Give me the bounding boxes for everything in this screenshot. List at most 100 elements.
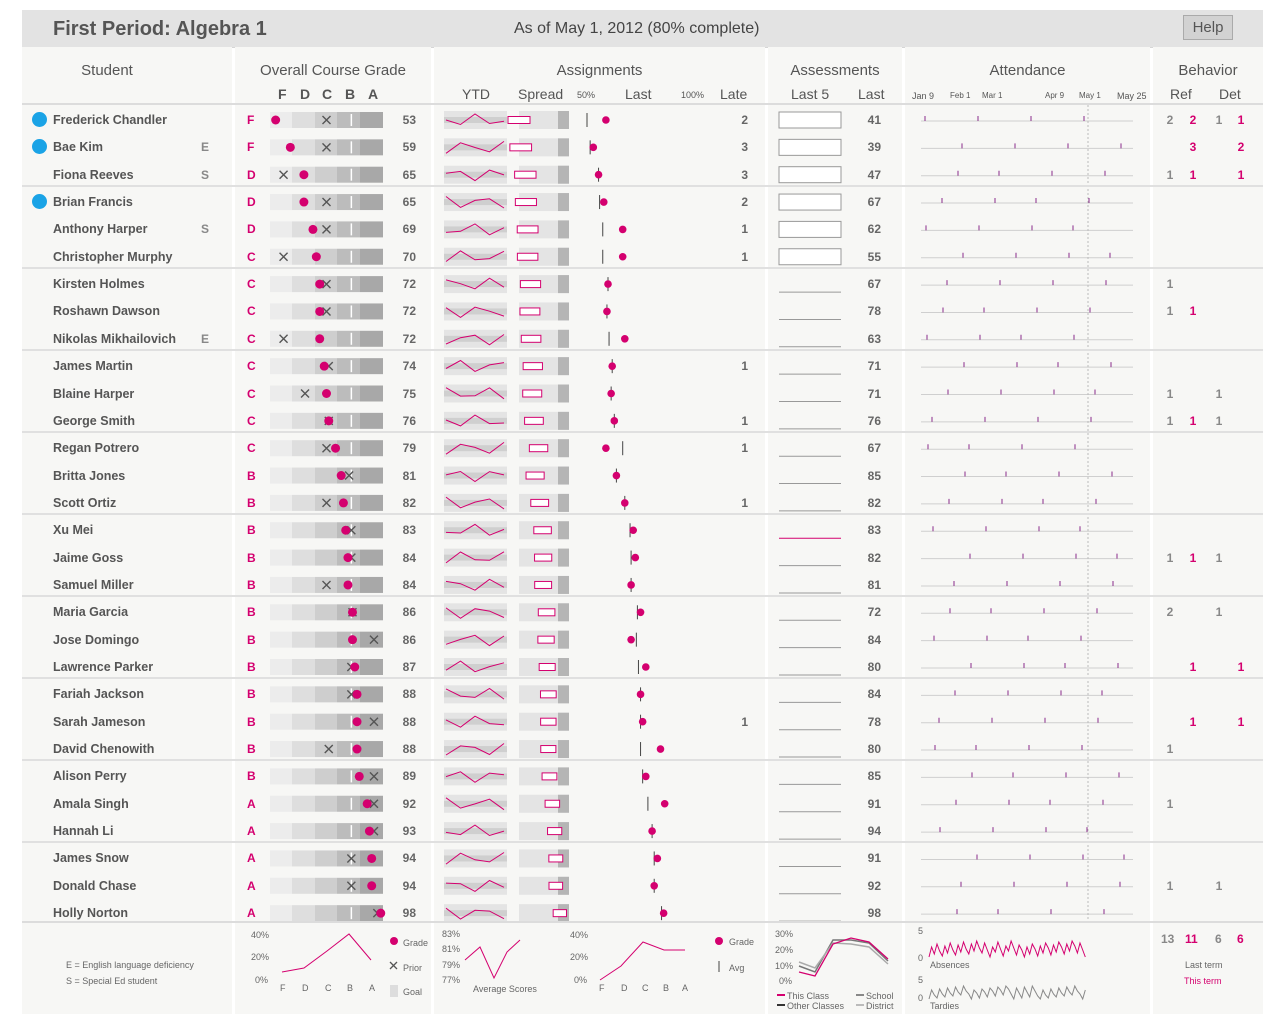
assign-ytd-header: YTD xyxy=(462,86,490,102)
student-flag: E xyxy=(201,140,210,155)
student-name[interactable]: Maria Garcia xyxy=(53,605,129,620)
assessment-last: 91 xyxy=(867,796,881,811)
grade-letter: C xyxy=(247,359,256,374)
assess-legend-other: Other Classes xyxy=(787,1001,845,1011)
det-this-term: 1 xyxy=(1237,660,1245,674)
grade-letter: C xyxy=(247,413,256,428)
student-name[interactable]: James Martin xyxy=(53,359,133,374)
late-count: 2 xyxy=(741,113,748,127)
late-count: 1 xyxy=(741,495,748,510)
assess-legend-district: District xyxy=(866,1001,894,1011)
grade-letter: B xyxy=(247,660,256,674)
grade-foot-c: C xyxy=(325,983,332,993)
assessment-last: 47 xyxy=(867,167,881,182)
ref-this-term: 3 xyxy=(1189,140,1197,155)
bhv-this-term-label: This term xyxy=(1184,976,1222,986)
ref-this-term: 1 xyxy=(1189,167,1197,182)
student-name[interactable]: Alison Perry xyxy=(53,769,127,784)
ref-last-term: 1 xyxy=(1166,304,1174,319)
student-flag: S xyxy=(201,167,210,182)
grade-letter-d: D xyxy=(300,86,311,102)
grade-score: 69 xyxy=(402,222,416,237)
grade-score: 59 xyxy=(402,140,416,155)
ref-last-term: 1 xyxy=(1166,277,1174,292)
student-flag: S xyxy=(201,222,210,237)
attendance-panel xyxy=(905,47,1150,1014)
student-name[interactable]: Samuel Miller xyxy=(53,577,134,592)
det-last-term: 1 xyxy=(1215,413,1223,428)
grade-score: 86 xyxy=(402,632,416,647)
student-name[interactable]: Nikolas Mikhailovich xyxy=(53,331,176,346)
late-count: 3 xyxy=(741,167,748,182)
assessment-last: 85 xyxy=(867,468,881,483)
student-name[interactable]: James Snow xyxy=(53,851,129,866)
attend-tardies-label: Tardies xyxy=(930,1001,960,1011)
student-name[interactable]: David Chenowith xyxy=(53,742,155,757)
student-name[interactable]: Anthony Harper xyxy=(53,222,148,237)
grade-letter-c: C xyxy=(322,86,333,102)
assessment-last: 67 xyxy=(867,195,881,210)
student-name[interactable]: Sarah Jameson xyxy=(53,714,146,729)
grade-legend-goal: Goal xyxy=(403,987,423,997)
assign-dist-f: F xyxy=(599,983,605,993)
assign-dist-b: B xyxy=(663,983,670,993)
grade-legend-grade: Grade xyxy=(403,938,429,948)
det-this-term: 1 xyxy=(1237,714,1245,729)
attend-scale-5b: 5 xyxy=(918,975,924,985)
grade-foot-0: 0% xyxy=(255,975,269,985)
assessment-last: 80 xyxy=(867,660,881,674)
student-name[interactable]: Bae Kim xyxy=(53,140,104,155)
grade-letter: A xyxy=(247,878,256,893)
student-name[interactable]: Fariah Jackson xyxy=(53,687,145,702)
student-name[interactable]: George Smith xyxy=(53,413,135,428)
student-name[interactable]: Britta Jones xyxy=(53,468,126,483)
student-name[interactable]: Jaime Goss xyxy=(53,550,124,565)
attend-date-jan9: Jan 9 xyxy=(912,91,935,101)
help-button[interactable]: Help xyxy=(1183,15,1233,40)
assign-50-label: 50% xyxy=(577,90,596,100)
student-name[interactable]: Xu Mei xyxy=(53,523,94,538)
student-name[interactable]: Regan Potrero xyxy=(53,441,140,456)
assign-legend-grade: Grade xyxy=(729,937,755,947)
student-name[interactable]: Christopher Murphy xyxy=(53,249,173,264)
ref-last-term: 2 xyxy=(1166,113,1174,127)
student-name[interactable]: Scott Ortiz xyxy=(53,495,117,510)
attend-scale-0a: 0 xyxy=(918,953,924,963)
student-name[interactable]: Kirsten Holmes xyxy=(53,277,145,292)
student-name[interactable]: Jose Domingo xyxy=(53,632,140,647)
assign-dist-c: C xyxy=(642,983,649,993)
student-name[interactable]: Holly Norton xyxy=(53,906,128,921)
grade-letter: C xyxy=(247,331,256,346)
grade-foot-40: 40% xyxy=(251,930,270,940)
grade-letter: B xyxy=(247,577,256,592)
bhv-total-det-this: 6 xyxy=(1237,932,1244,946)
attention-indicator xyxy=(32,194,47,210)
assessment-last: 39 xyxy=(867,140,881,155)
assessment-last: 84 xyxy=(867,687,881,702)
student-name[interactable]: Roshawn Dawson xyxy=(53,304,160,319)
student-flag: E xyxy=(201,331,210,346)
grade-score: 83 xyxy=(402,523,416,538)
student-name[interactable]: Fiona Reeves xyxy=(53,167,134,182)
grade-score: 74 xyxy=(402,359,416,374)
attend-date-may1: May 1 xyxy=(1079,91,1101,100)
assess-last-header: Last xyxy=(858,86,885,102)
assess-last5-header: Last 5 xyxy=(791,86,830,102)
student-name[interactable]: Amala Singh xyxy=(53,796,129,811)
student-name[interactable]: Hannah Li xyxy=(53,824,114,839)
attend-absences-label: Absences xyxy=(930,960,970,970)
det-this-term: 1 xyxy=(1237,113,1245,127)
det-last-term: 1 xyxy=(1215,550,1223,565)
grade-score: 82 xyxy=(402,495,416,510)
ref-this-term: 1 xyxy=(1189,304,1197,319)
student-name[interactable]: Lawrence Parker xyxy=(53,660,154,674)
bhv-ref-header: Ref xyxy=(1170,86,1192,102)
assessment-last: 80 xyxy=(867,742,881,757)
student-name[interactable]: Blaine Harper xyxy=(53,386,135,401)
student-name[interactable]: Frederick Chandler xyxy=(53,113,167,127)
grade-foot-d: D xyxy=(302,983,309,993)
student-name[interactable]: Brian Francis xyxy=(53,195,133,210)
student-name[interactable]: Donald Chase xyxy=(53,878,137,893)
as-of-date: As of May 1, 2012 (80% complete) xyxy=(514,20,760,37)
